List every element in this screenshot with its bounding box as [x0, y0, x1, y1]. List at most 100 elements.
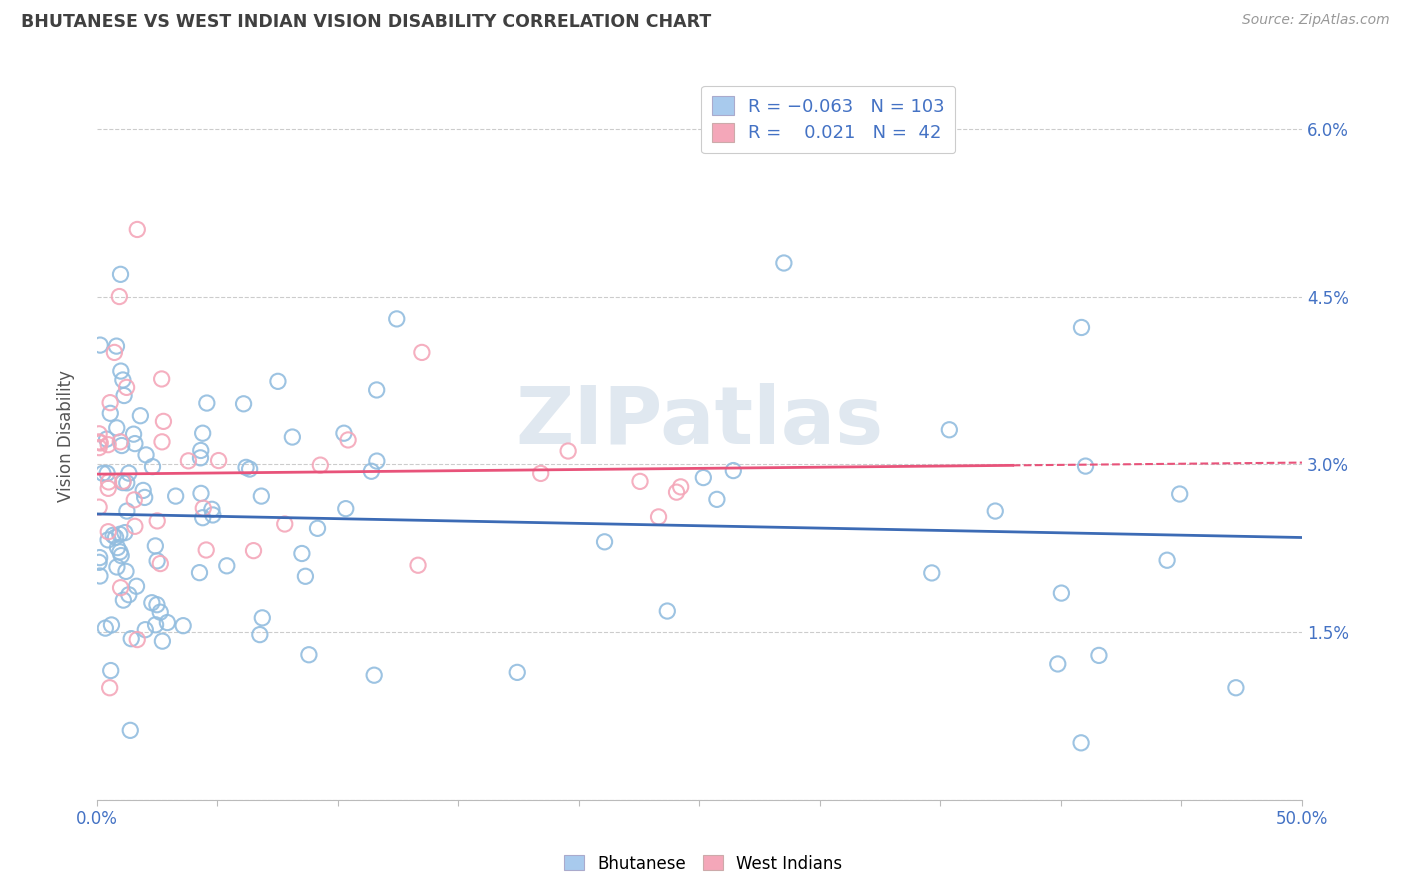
Point	[665, 485, 688, 500]
Point	[87, 434, 110, 449]
Point	[89, 338, 111, 352]
Point	[103, 345, 125, 359]
Point	[172, 618, 194, 632]
Point	[145, 617, 167, 632]
Point	[291, 547, 314, 561]
Legend: R = −0.063   N = 103, R =    0.021   N =  42: R = −0.063 N = 103, R = 0.021 N = 42	[702, 86, 956, 153]
Point	[1225, 681, 1247, 695]
Point	[628, 475, 651, 489]
Point	[125, 579, 148, 593]
Point	[87, 426, 110, 441]
Point	[530, 467, 553, 481]
Point	[156, 615, 179, 630]
Point	[984, 504, 1007, 518]
Point	[115, 380, 138, 394]
Point	[195, 396, 218, 410]
Point	[191, 426, 214, 441]
Point	[108, 527, 131, 541]
Point	[129, 409, 152, 423]
Point	[201, 502, 224, 516]
Point	[1074, 459, 1097, 474]
Point	[134, 491, 156, 505]
Point	[250, 489, 273, 503]
Point	[1050, 586, 1073, 600]
Point	[120, 632, 142, 646]
Point	[150, 634, 173, 648]
Point	[100, 664, 122, 678]
Point	[114, 525, 136, 540]
Point	[337, 433, 360, 447]
Point	[146, 598, 169, 612]
Point	[298, 648, 321, 662]
Point	[111, 475, 134, 490]
Point	[201, 508, 224, 522]
Point	[115, 565, 138, 579]
Point	[122, 427, 145, 442]
Point	[105, 339, 128, 353]
Point	[141, 596, 163, 610]
Text: ZIPatlas: ZIPatlas	[515, 383, 883, 461]
Point	[1156, 553, 1178, 567]
Point	[87, 500, 110, 515]
Point	[363, 668, 385, 682]
Point	[149, 605, 172, 619]
Text: BHUTANESE VS WEST INDIAN VISION DISABILITY CORRELATION CHART: BHUTANESE VS WEST INDIAN VISION DISABILI…	[21, 13, 711, 31]
Point	[100, 618, 122, 632]
Point	[215, 558, 238, 573]
Point	[118, 588, 141, 602]
Point	[207, 453, 229, 467]
Point	[1070, 320, 1092, 334]
Point	[89, 569, 111, 583]
Point	[281, 430, 304, 444]
Point	[366, 383, 388, 397]
Point	[406, 558, 429, 573]
Point	[557, 444, 579, 458]
Point	[101, 528, 124, 542]
Point	[146, 514, 169, 528]
Point	[105, 560, 128, 574]
Point	[98, 406, 121, 420]
Point	[91, 467, 114, 481]
Point	[87, 555, 110, 569]
Point	[1088, 648, 1111, 663]
Point	[105, 421, 128, 435]
Point	[97, 438, 120, 452]
Y-axis label: Vision Disability: Vision Disability	[58, 370, 75, 502]
Point	[235, 460, 257, 475]
Point	[110, 364, 132, 378]
Point	[112, 593, 135, 607]
Point	[1168, 487, 1191, 501]
Point	[111, 438, 134, 452]
Point	[152, 414, 174, 428]
Point	[149, 557, 172, 571]
Point	[723, 464, 745, 478]
Legend: Bhutanese, West Indians: Bhutanese, West Indians	[557, 848, 849, 880]
Point	[195, 543, 218, 558]
Point	[267, 375, 290, 389]
Point	[108, 545, 131, 559]
Point	[107, 541, 129, 555]
Point	[366, 454, 388, 468]
Point	[1046, 657, 1069, 671]
Point	[191, 510, 214, 524]
Point	[307, 521, 329, 535]
Point	[132, 483, 155, 498]
Point	[657, 604, 679, 618]
Point	[94, 621, 117, 635]
Point	[242, 543, 264, 558]
Point	[190, 486, 212, 500]
Point	[122, 492, 145, 507]
Point	[124, 519, 146, 533]
Point	[360, 464, 382, 478]
Point	[118, 466, 141, 480]
Point	[249, 627, 271, 641]
Point	[309, 458, 332, 472]
Point	[385, 311, 408, 326]
Point	[294, 569, 316, 583]
Point	[110, 549, 132, 563]
Point	[87, 441, 110, 455]
Point	[110, 434, 132, 449]
Point	[97, 481, 120, 495]
Point	[115, 475, 138, 490]
Point	[97, 533, 120, 547]
